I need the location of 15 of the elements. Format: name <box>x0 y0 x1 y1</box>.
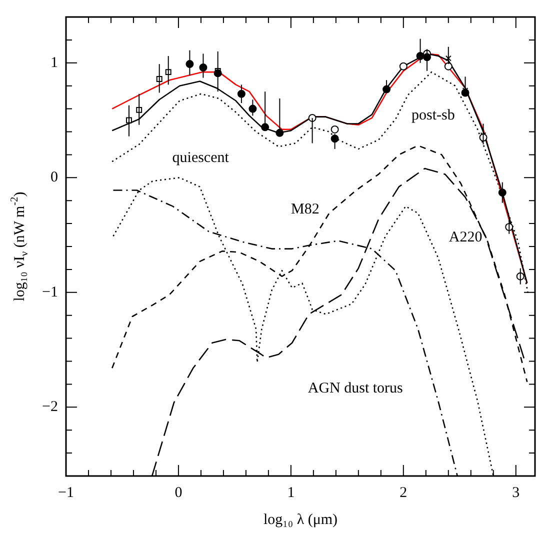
annotation: A220 <box>448 229 482 246</box>
y-tick-label: 1 <box>50 54 58 71</box>
y-tick-label: 0 <box>50 170 58 186</box>
annotation: AGN dust torus <box>308 380 404 397</box>
x-tick-label: 3 <box>512 484 520 501</box>
annotation: post-sb <box>412 108 455 124</box>
x-tick-label: 1 <box>287 484 295 501</box>
y-tick-label: −1 <box>42 284 58 300</box>
x-tick-label: 2 <box>400 484 408 501</box>
y-tick-label: −2 <box>42 399 58 416</box>
annotation: quiescent <box>172 150 230 166</box>
x-tick-label: 0 <box>174 484 182 501</box>
x-axis-title: log₁₀ λ (μm) <box>263 512 338 528</box>
y-axis-title: log₁₀ νIν (nW m-2) <box>10 192 30 302</box>
annotation: M82 <box>291 202 320 218</box>
